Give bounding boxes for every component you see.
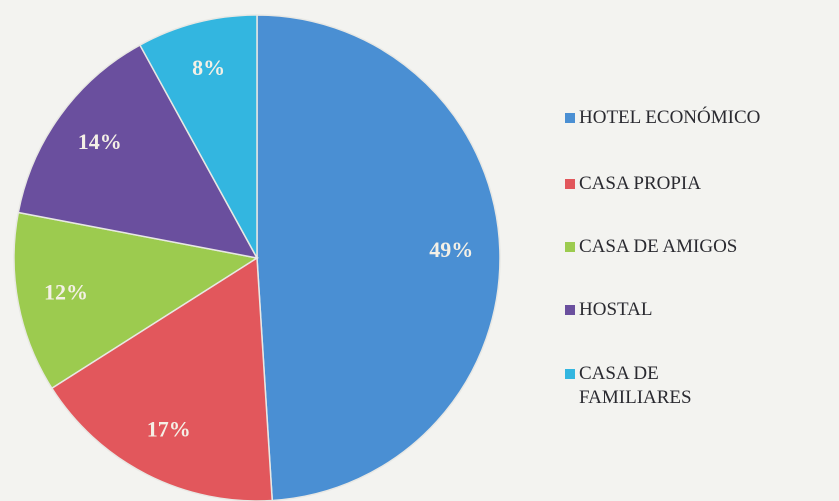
value-label: 12% — [44, 279, 88, 304]
legend-swatch — [565, 179, 575, 189]
pie-slice — [138, 14, 258, 259]
value-label: 49% — [429, 237, 473, 262]
legend-swatch — [565, 113, 575, 123]
legend-item: CASA PROPIA — [565, 172, 701, 196]
legend-item: HOSTAL — [565, 298, 652, 322]
legend-swatch — [565, 369, 575, 379]
pie-slice — [256, 14, 501, 501]
legend-label: HOSTAL — [579, 299, 653, 320]
value-label: 14% — [78, 129, 122, 154]
legend-label: CASA DE FAMILIARES — [579, 363, 692, 408]
legend-item: HOTEL ECONÓMICO — [565, 106, 760, 130]
legend-label: CASA PROPIA — [579, 173, 701, 194]
pie-slice — [13, 211, 260, 390]
legend-item: CASA DE FAMILIARES — [565, 362, 692, 410]
legend-label: CASA DE AMIGOS — [579, 236, 738, 257]
legend-swatch — [565, 242, 575, 252]
legend-swatch — [565, 305, 575, 315]
legend-label: HOTEL ECONÓMICO — [579, 107, 761, 128]
legend-item: CASA DE AMIGOS — [565, 235, 737, 259]
value-label: 17% — [147, 416, 191, 441]
pie-slice — [17, 44, 259, 260]
value-label: 8% — [192, 55, 225, 80]
